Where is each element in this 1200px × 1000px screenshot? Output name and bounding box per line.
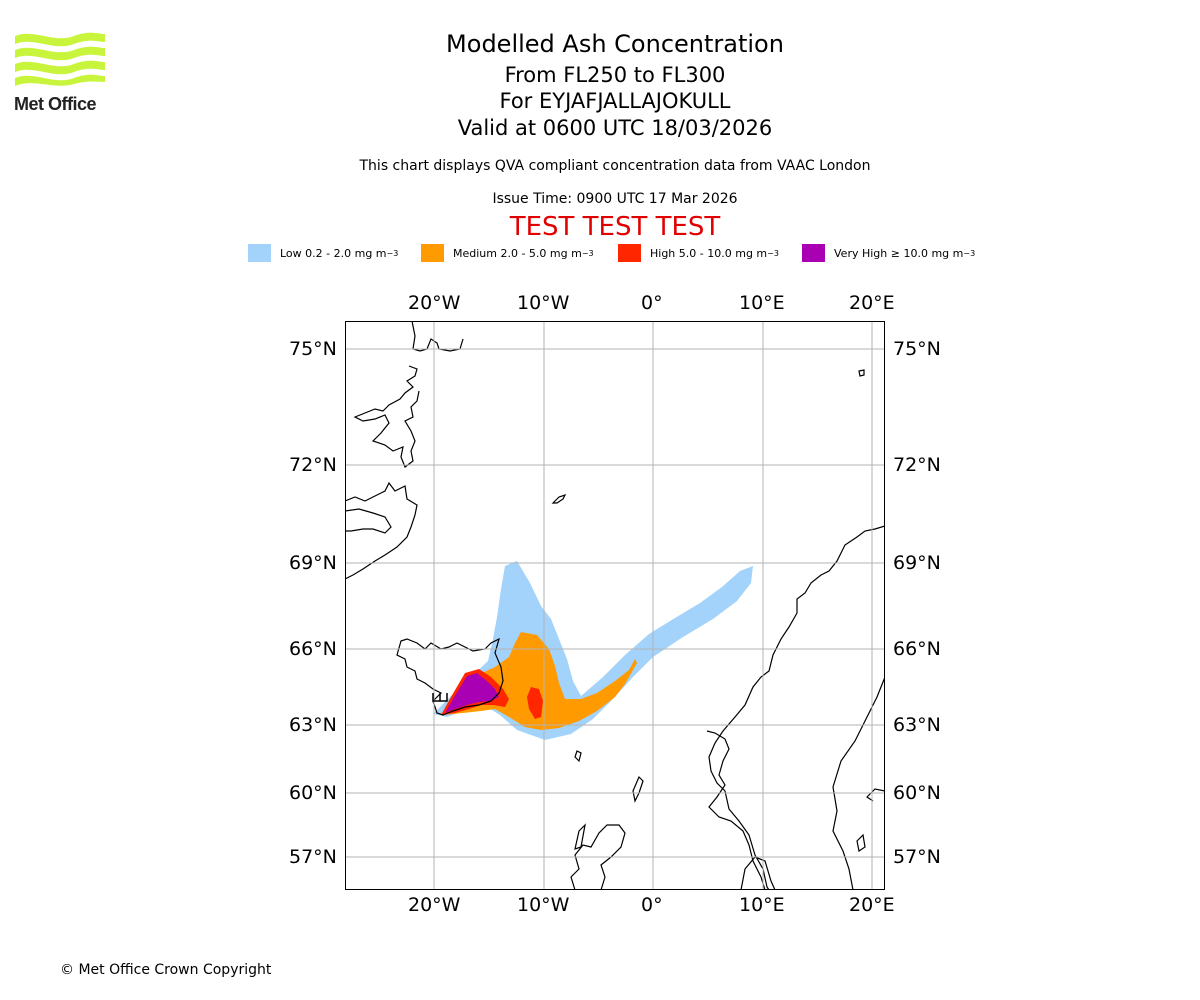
legend-item-low: Low 0.2 - 2.0 mg m −3 — [248, 244, 398, 262]
legend-exponent: −3 — [581, 248, 594, 258]
shetland-coast — [632, 775, 644, 803]
qva-note: This chart displays QVA compliant concen… — [359, 158, 871, 174]
greenland-coast — [345, 321, 464, 580]
lat-label-left-57n: 57°N — [289, 846, 337, 868]
legend-exponent: −3 — [963, 248, 976, 258]
legend-label-low: Low 0.2 - 2.0 mg m — [280, 246, 387, 260]
lon-label-bottom-20e: 20°E — [849, 894, 895, 916]
lat-label-right-69n: 69°N — [893, 552, 941, 574]
lat-label-right-57n: 57°N — [893, 846, 941, 868]
copyright-notice: © Met Office Crown Copyright — [60, 962, 272, 978]
logo-waves-icon — [15, 32, 105, 86]
lat-label-left-60n: 60°N — [289, 782, 337, 804]
lat-label-right-60n: 60°N — [893, 782, 941, 804]
lon-label-bottom-0: 0° — [641, 894, 663, 916]
legend-swatch-medium — [421, 244, 444, 262]
scotland-coast — [570, 824, 626, 890]
faroe-coast — [574, 750, 582, 763]
lat-label-right-63n: 63°N — [893, 714, 941, 736]
legend-exponent: −3 — [386, 248, 399, 258]
legend-label-high: High 5.0 - 10.0 mg m — [650, 246, 768, 260]
lat-label-left-69n: 69°N — [289, 552, 337, 574]
ash-very-high-region — [445, 673, 499, 713]
legend-swatch-very-high — [802, 244, 825, 262]
iceland-coast — [396, 637, 504, 716]
lon-label-top-20e: 20°E — [849, 292, 895, 314]
test-banner: TEST TEST TEST — [509, 212, 721, 242]
legend-label-medium: Medium 2.0 - 5.0 mg m — [453, 246, 582, 260]
volcano-marker-icon — [432, 693, 448, 702]
bear-island-coast — [858, 369, 865, 377]
legend-label-very-high: Very High ≥ 10.0 mg m — [834, 246, 964, 260]
jan-mayen-coast — [551, 493, 567, 504]
denmark-coast — [740, 856, 776, 890]
graticule — [345, 321, 885, 890]
lon-label-top-0: 0° — [641, 292, 663, 314]
lat-label-right-66n: 66°N — [893, 638, 941, 660]
gotland-coast — [856, 833, 866, 852]
lat-label-left-63n: 63°N — [289, 714, 337, 736]
flight-levels: From FL250 to FL300 — [504, 63, 726, 87]
ash-medium-region — [443, 632, 637, 730]
logo-text: Met Office — [14, 94, 97, 114]
legend-item-high: High 5.0 - 10.0 mg m −3 — [618, 244, 779, 262]
legend-swatch-low — [248, 244, 271, 262]
valid-time: Valid at 0600 UTC 18/03/2026 — [457, 116, 773, 140]
legend-swatch-high — [618, 244, 641, 262]
legend-item-very-high: Very High ≥ 10.0 mg m −3 — [802, 244, 975, 262]
lat-label-right-75n: 75°N — [893, 338, 941, 360]
lon-label-bottom-10e: 10°E — [739, 894, 785, 916]
legend-item-medium: Medium 2.0 - 5.0 mg m −3 — [421, 244, 594, 262]
lon-label-top-20w: 20°W — [408, 292, 461, 314]
norway-coast — [706, 525, 885, 890]
lat-label-left-66n: 66°N — [289, 638, 337, 660]
lon-label-top-10e: 10°E — [739, 292, 785, 314]
ash-map — [345, 321, 885, 890]
lon-label-top-10w: 10°W — [517, 292, 570, 314]
hebrides-coast — [574, 823, 586, 850]
lat-label-left-72n: 72°N — [289, 454, 337, 476]
volcano-name: For EYJAFJALLAJOKULL — [499, 89, 731, 113]
met-office-logo: Met Office — [14, 30, 114, 114]
lon-label-bottom-10w: 10°W — [517, 894, 570, 916]
lat-label-left-75n: 75°N — [289, 338, 337, 360]
issue-time: Issue Time: 0900 UTC 17 Mar 2026 — [492, 191, 738, 207]
coastlines — [345, 321, 885, 890]
legend-exponent: −3 — [767, 248, 779, 258]
chart-title: Modelled Ash Concentration — [446, 30, 784, 58]
lon-label-bottom-20w: 20°W — [408, 894, 461, 916]
lat-label-right-72n: 72°N — [893, 454, 941, 476]
